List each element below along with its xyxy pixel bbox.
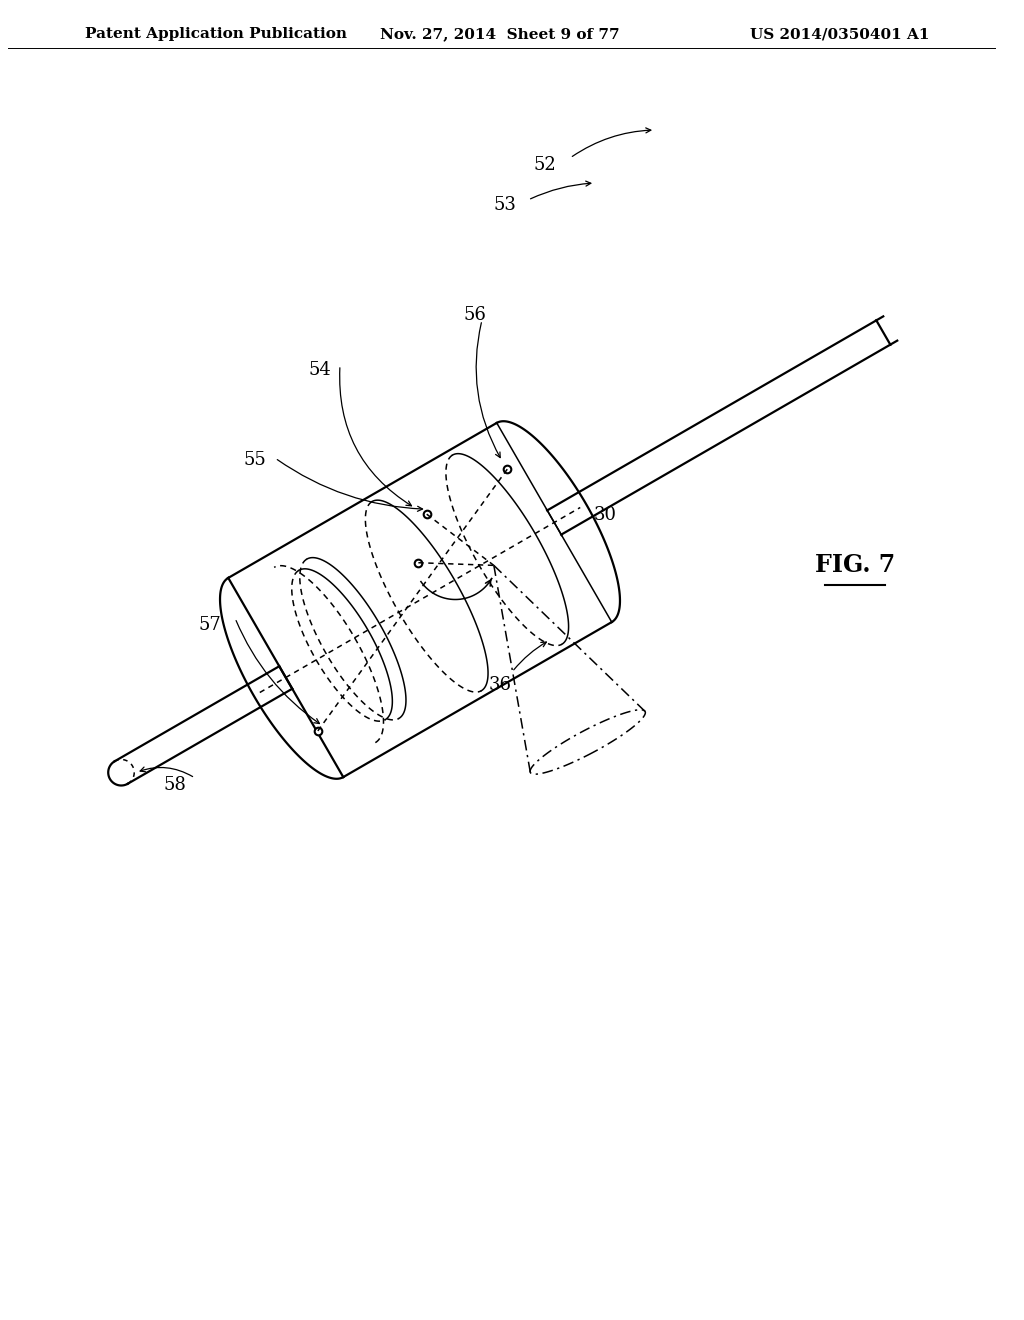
Text: Nov. 27, 2014  Sheet 9 of 77: Nov. 27, 2014 Sheet 9 of 77 [380,26,620,41]
Text: FIG. 7: FIG. 7 [815,553,895,577]
Text: US 2014/0350401 A1: US 2014/0350401 A1 [750,26,930,41]
Text: 52: 52 [534,156,556,174]
Text: 55: 55 [244,451,266,469]
Text: 36: 36 [488,676,512,694]
Text: Patent Application Publication: Patent Application Publication [85,26,347,41]
Text: 58: 58 [164,776,186,795]
Text: 53: 53 [494,195,516,214]
Text: 56: 56 [464,306,486,323]
Text: 54: 54 [308,360,332,379]
Text: 30: 30 [594,506,616,524]
Text: 57: 57 [199,616,221,634]
